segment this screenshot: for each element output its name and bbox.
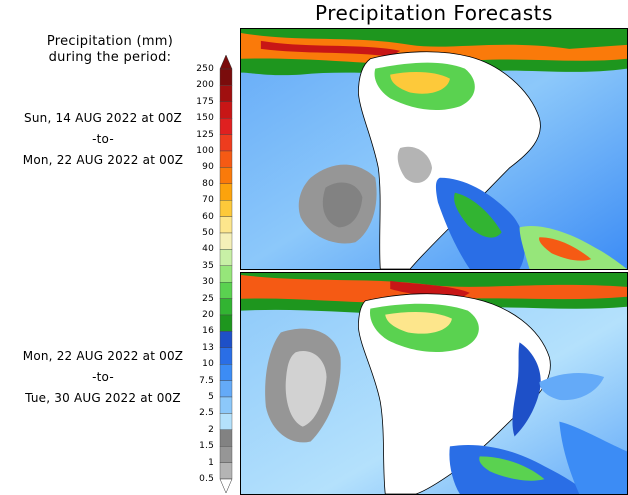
scale-swatch (219, 298, 233, 316)
period-1-end: Mon, 22 AUG 2022 at 00Z (22, 153, 184, 167)
forecast-map-period-1 (240, 28, 628, 270)
scale-label: 13 (202, 342, 214, 353)
scale-swatch (219, 118, 233, 135)
legend-header-line2: during the period: (48, 50, 172, 65)
scale-label: 40 (202, 244, 214, 255)
scale-label: 200 (196, 80, 214, 91)
scale-swatch (219, 413, 233, 430)
scale-label: 16 (202, 326, 214, 337)
scale-swatch (219, 249, 233, 266)
scale-label: 90 (202, 162, 214, 173)
period-1-separator: -to- (92, 132, 114, 146)
period-1-start: Sun, 14 AUG 2022 at 00Z (24, 111, 182, 125)
scale-label: 70 (202, 195, 214, 206)
scale-label: 50 (202, 228, 214, 238)
scale-swatch (219, 216, 233, 234)
period-2-separator: -to- (92, 370, 114, 384)
scale-swatch (219, 462, 233, 480)
scale-swatch (219, 68, 233, 86)
scale-label: 250 (196, 64, 214, 74)
period-2-start: Mon, 22 AUG 2022 at 00Z (22, 349, 184, 363)
scale-label: 175 (196, 96, 214, 107)
scale-label: 2 (208, 424, 214, 435)
scale-swatch (219, 380, 233, 398)
coastal-rain (512, 342, 541, 437)
scale-label: 60 (202, 211, 214, 222)
scale-label: 30 (202, 277, 214, 288)
scale-label: 125 (196, 129, 214, 140)
itcz-core (241, 32, 627, 65)
scale-label: 5 (208, 392, 214, 402)
scale-label: 1 (208, 457, 214, 468)
legend-header-line1: Precipitation (mm) (46, 34, 174, 49)
scale-swatch (219, 364, 233, 381)
scale-swatch (219, 150, 233, 168)
scale-label: 2.5 (199, 408, 214, 419)
scale-arrow-bottom (219, 478, 233, 494)
period-2-end: Tue, 30 AUG 2022 at 00Z (25, 391, 181, 405)
scale-swatch (219, 314, 233, 332)
scale-label: 1.5 (199, 441, 214, 452)
page-title: Precipitation Forecasts (315, 1, 553, 25)
scale-label: 0.5 (199, 474, 214, 484)
scale-arrow-top (219, 55, 233, 70)
scale-swatch (219, 347, 233, 365)
scale-swatch (219, 85, 233, 102)
forecast-map-period-2 (240, 272, 628, 495)
scale-swatch (219, 199, 233, 217)
scale-swatch (219, 331, 233, 348)
scale-swatch (219, 281, 233, 299)
scale-label: 10 (202, 359, 214, 370)
scale-swatch (219, 446, 233, 463)
scale-swatch (219, 183, 233, 201)
interior-dry (397, 146, 433, 183)
scale-swatch (219, 232, 233, 250)
scale-swatch (219, 101, 233, 119)
scale-swatch (219, 167, 233, 185)
scale-swatch (219, 429, 233, 447)
scale-label: 150 (196, 113, 214, 124)
color-scale-bar (219, 55, 233, 494)
itcz-max (260, 40, 401, 57)
scale-label: 25 (202, 293, 214, 304)
scale-label: 7.5 (199, 375, 214, 386)
scale-swatch (219, 134, 233, 152)
scale-label: 80 (202, 178, 214, 189)
legend-header: Precipitation (mm) during the period: (10, 34, 210, 66)
period-1-label: Sun, 14 AUG 2022 at 00Z -to- Mon, 22 AUG… (10, 108, 196, 171)
atlantic-front (559, 421, 627, 494)
scale-label: 35 (202, 260, 214, 271)
scale-swatch (219, 396, 233, 414)
scale-label: 20 (202, 310, 214, 320)
scale-swatch (219, 265, 233, 283)
period-2-label: Mon, 22 AUG 2022 at 00Z -to- Tue, 30 AUG… (10, 346, 196, 409)
scale-label: 100 (196, 146, 214, 156)
